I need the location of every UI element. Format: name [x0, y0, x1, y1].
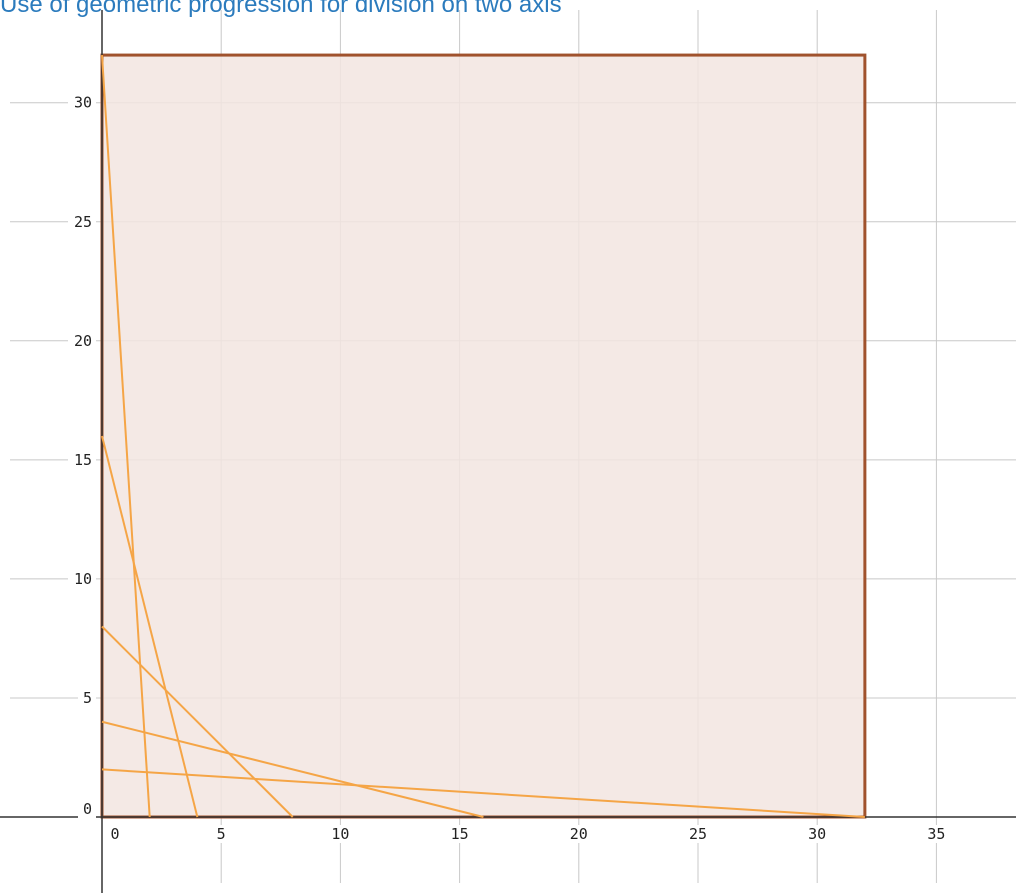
x-tick-bg — [684, 825, 712, 843]
x-tick-bg — [564, 825, 593, 843]
series-line-2 — [101, 435, 199, 818]
region-rect — [100, 53, 867, 819]
series-line-1 — [101, 55, 151, 818]
y-tick-label: 10 — [74, 570, 92, 588]
y-tick-label: 30 — [74, 94, 92, 112]
tick-labels: 0 5 10 15 20 25 30 35 0 5 10 15 20 25 30 — [68, 92, 951, 843]
x-tick-bg — [326, 825, 355, 843]
y-tick-label: 25 — [74, 213, 92, 231]
x-tick-label: 35 — [927, 825, 945, 843]
y-tick-bg — [68, 449, 96, 470]
y-tick-bg — [68, 211, 96, 232]
x-tick-bg — [212, 825, 231, 843]
series-line-3 — [101, 625, 294, 818]
y-tick-bg — [68, 92, 96, 113]
x-tick-label: 25 — [689, 825, 707, 843]
x-tick-label: 30 — [808, 825, 826, 843]
y-tick-label: 15 — [74, 451, 92, 469]
x-tick-bg — [106, 825, 124, 843]
y-tick-label: 5 — [83, 689, 92, 707]
x-tick-label: 20 — [570, 825, 588, 843]
x-tick-bg — [445, 825, 474, 843]
x-tick-label: 5 — [217, 825, 226, 843]
axes — [0, 10, 1016, 893]
series-layer — [101, 55, 865, 818]
y-tick-bg — [68, 568, 96, 589]
x-tick-label: 10 — [331, 825, 349, 843]
series-line-5 — [101, 768, 865, 818]
x-tick-bg — [803, 825, 832, 843]
y-tick-label: 20 — [74, 332, 92, 350]
y-tick-bg — [78, 687, 96, 708]
series-line-4 — [101, 720, 484, 818]
region-layer — [100, 53, 867, 819]
y-tick-label: 0 — [83, 800, 92, 818]
x-tick-bg — [922, 825, 951, 843]
y-tick-bg — [68, 330, 96, 351]
x-tick-label: 15 — [451, 825, 469, 843]
chart-title: Use of geometric progression for divisio… — [0, 0, 562, 18]
y-tick-bg — [78, 799, 96, 819]
x-tick-label: 0 — [110, 825, 119, 843]
